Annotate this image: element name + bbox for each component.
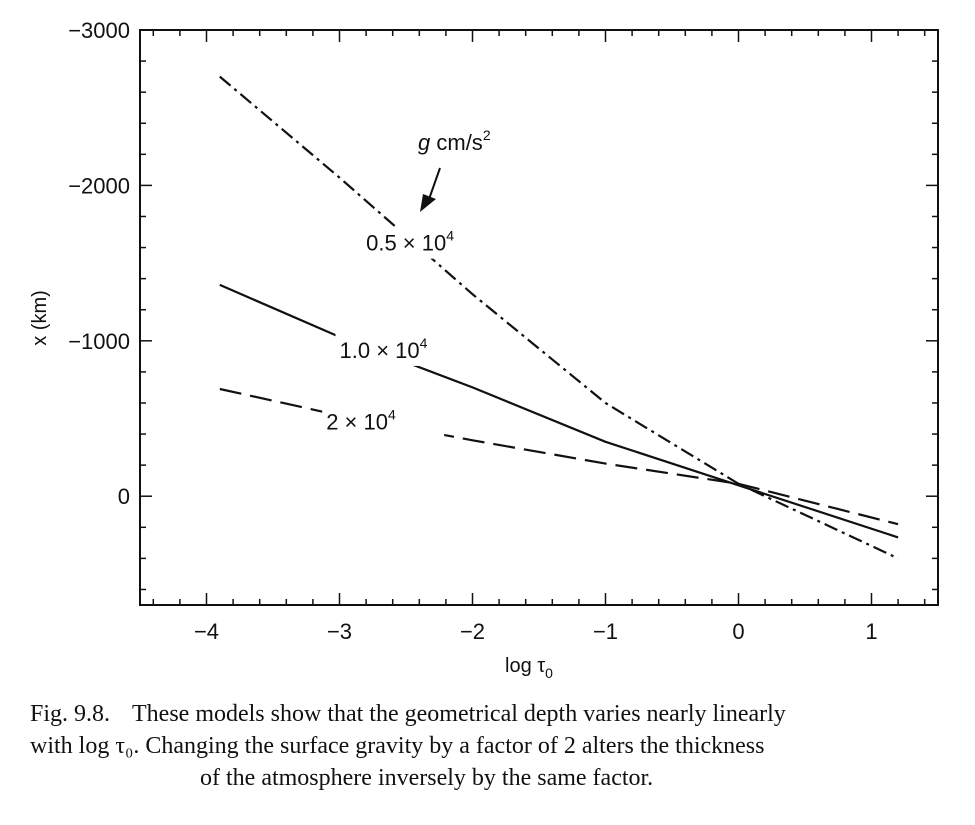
series-label-backdrop — [322, 405, 445, 438]
series-line-2e4 — [219, 387, 899, 526]
caption-figure-label: Fig. 9.8. — [30, 701, 111, 727]
series-label-backdrop — [362, 226, 485, 259]
gravity-arrow — [420, 167, 441, 212]
series-label-2e4: 2 × 104 — [322, 405, 445, 438]
series-label-text: 0.5 × 104 — [366, 228, 454, 256]
series-line-0-5e4 — [219, 75, 899, 560]
y-axis-title: x (km) — [29, 290, 51, 346]
series-labels: 0.5 × 104 1.0 × 104 2 × 104 — [322, 226, 485, 438]
x-axis-title: log τ0 — [505, 655, 553, 681]
x-tick-label: 1 — [865, 619, 877, 644]
plot-border — [139, 29, 939, 606]
series-label-1-0e4: 1.0 × 104 — [335, 333, 458, 366]
x-tick-label: 0 — [732, 619, 744, 644]
caption-line-1: Fig. 9.8. These models show that the geom… — [30, 698, 940, 730]
plot-frame — [139, 29, 939, 606]
x-tick-label: −2 — [460, 619, 485, 644]
series-lines — [219, 75, 899, 560]
caption-line-3: of the atmosphere inversely by the same … — [200, 765, 654, 791]
x-tick-label: −1 — [593, 619, 618, 644]
gravity-unit-label: g cm/s2 — [418, 127, 491, 155]
caption-line-1-text: These models show that the geometrical d… — [132, 701, 786, 727]
y-axis-ticks: −3000 −2000 −1000 0 — [68, 18, 938, 591]
y-tick-label: −2000 — [68, 173, 130, 198]
y-tick-label: −1000 — [68, 329, 130, 354]
x-tick-label: −4 — [194, 619, 219, 644]
x-axis-ticks: −4 −3 −2 −1 0 1 — [152, 30, 926, 644]
series-label-backdrop — [335, 333, 458, 366]
y-tick-label: 0 — [118, 484, 130, 509]
series-label-text: 1.0 × 104 — [340, 335, 428, 363]
figure-caption: Fig. 9.8. These models show that the geom… — [30, 698, 940, 794]
x-tick-label: −3 — [327, 619, 352, 644]
series-line-1-0e4 — [219, 283, 899, 539]
caption-line-2: with log τ₀. Changing the surface gravit… — [30, 733, 765, 759]
series-label-text: 2 × 104 — [326, 406, 396, 434]
y-tick-label: −3000 — [68, 18, 130, 43]
series-label-0-5e4: 0.5 × 104 — [362, 226, 485, 259]
